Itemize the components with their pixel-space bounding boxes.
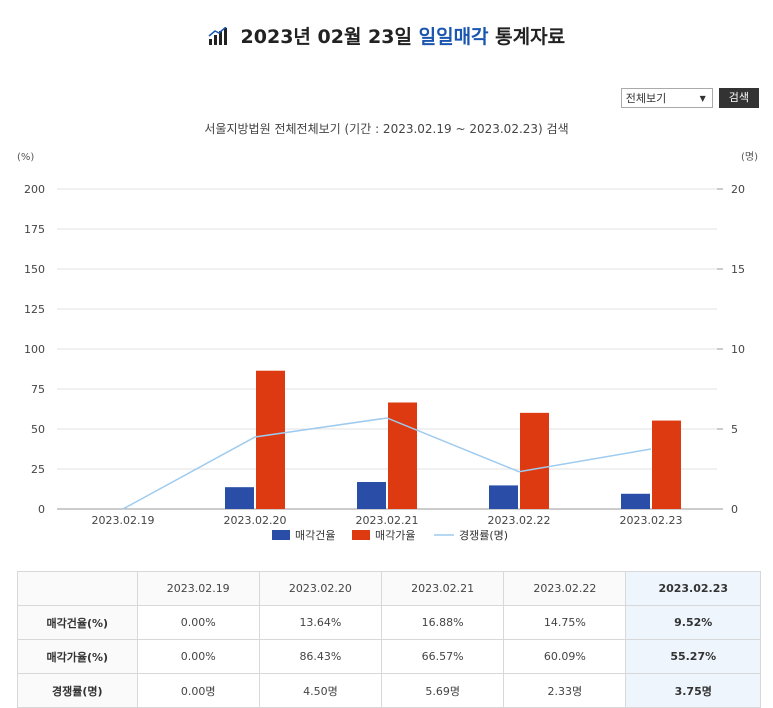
y-tick-label: 100 (24, 343, 45, 356)
table-row: 경쟁률(명) 0.00명 4.50명 5.69명 2.33명 3.75명 (17, 673, 761, 708)
table-row: 매각가율(%) 0.00% 86.43% 66.57% 60.09% 55.27… (17, 639, 761, 674)
y-tick-label: 25 (31, 463, 45, 476)
y-tick-label: 200 (24, 183, 45, 196)
table-cell: 14.75% (503, 605, 627, 640)
table-cell: 5.69명 (381, 673, 505, 708)
table-header-row: 2023.02.19 2023.02.20 2023.02.21 2023.02… (17, 571, 761, 606)
legend-swatch (272, 530, 290, 540)
y2-tick-label: 0 (731, 503, 738, 516)
bar-sales-count-rate (225, 487, 254, 509)
y2-axis-label: (명) (741, 151, 758, 163)
table-cell: 9.52% (625, 605, 761, 640)
y-tick-label: 150 (24, 263, 45, 276)
combo-chart: (%) (명) 0 25 50 75 100 125 150 175 200 0 5 10 15 20 2023… (17, 151, 758, 542)
y-tick-label: 0 (38, 503, 45, 516)
row-label: 매각가율(%) (17, 639, 138, 674)
x-tick-label: 2023.02.20 (224, 514, 287, 527)
row-label: 매각건율(%) (17, 605, 138, 640)
bar-sales-price-rate (256, 370, 285, 509)
bar-sales-count-rate (489, 485, 518, 509)
table-row: 매각건율(%) 0.00% 13.64% 16.88% 14.75% 9.52% (17, 605, 761, 640)
table-cell: 13.64% (258, 605, 383, 640)
title-suffix: 통계자료 (495, 26, 566, 48)
table-cell: 60.09% (503, 639, 627, 674)
legend-label: 경쟁률(명) (459, 529, 508, 542)
x-tick-label: 2023.02.23 (620, 514, 683, 527)
x-tick-label: 2023.02.22 (488, 514, 551, 527)
dropdown-arrow-icon: ▼ (699, 94, 706, 103)
table-cell: 4.50명 (258, 673, 383, 708)
bar-sales-count-rate (357, 481, 386, 509)
x-tick-label: 2023.02.21 (356, 514, 419, 527)
x-tick-label: 2023.02.19 (92, 514, 155, 527)
chart-subtitle: 서울지방법원 전체전체보기 (기간 : 2023.02.19 ~ 2023.02… (204, 122, 569, 136)
y2-tick-label: 5 (731, 423, 738, 436)
y-tick-label: 50 (31, 423, 45, 436)
y-axis-label: (%) (17, 152, 34, 163)
legend-label: 매각건율 (295, 529, 335, 542)
table-cell: 0.00명 (136, 673, 260, 708)
title-highlight: 일일매각 (418, 26, 489, 48)
line-competition-rate (122, 417, 652, 510)
table-cell: 0.00% (136, 639, 260, 674)
table-cell: 86.43% (258, 639, 383, 674)
y2-tick-label: 20 (731, 183, 745, 196)
table-header-cell: 2023.02.23 (625, 571, 761, 606)
bar-sales-price-rate (652, 420, 681, 509)
table-header-cell: 2023.02.20 (258, 571, 383, 606)
legend-swatch (352, 530, 370, 540)
table-cell: 0.00% (136, 605, 260, 640)
stats-table: 2023.02.19 2023.02.20 2023.02.21 2023.02… (17, 571, 761, 708)
bar-sales-price-rate (388, 402, 417, 509)
table-cell: 3.75명 (625, 673, 761, 708)
table-header-cell: 2023.02.22 (503, 571, 627, 606)
toolbar: 전체보기 ▼ 검색 (620, 88, 759, 108)
bar-sales-count-rate (621, 493, 650, 509)
y2-tick-label: 15 (731, 263, 745, 276)
table-cell: 55.27% (625, 639, 761, 674)
y-tick-label: 125 (24, 303, 45, 316)
y-tick-label: 175 (24, 223, 45, 236)
page-title: 2023년 02월 23일 일일매각 통계자료 (0, 22, 773, 49)
table-header-cell: 2023.02.21 (381, 571, 505, 606)
legend-label: 매각가율 (375, 529, 415, 542)
filter-select-value: 전체보기 (625, 92, 667, 105)
filter-select[interactable]: 전체보기 ▼ (620, 88, 713, 108)
search-button[interactable]: 검색 (718, 88, 759, 108)
table-cell: 2.33명 (503, 673, 627, 708)
bar-chart-icon (208, 27, 227, 45)
row-label: 경쟁률(명) (17, 673, 138, 708)
y2-tick-label: 10 (731, 343, 745, 356)
bar-sales-price-rate (520, 412, 549, 509)
table-header-cell: 2023.02.19 (136, 571, 260, 606)
y-tick-label: 75 (31, 383, 45, 396)
table-header-cell (17, 571, 138, 606)
title-date: 2023년 02월 23일 (240, 26, 412, 48)
table-cell: 66.57% (381, 639, 505, 674)
table-cell: 16.88% (381, 605, 505, 640)
